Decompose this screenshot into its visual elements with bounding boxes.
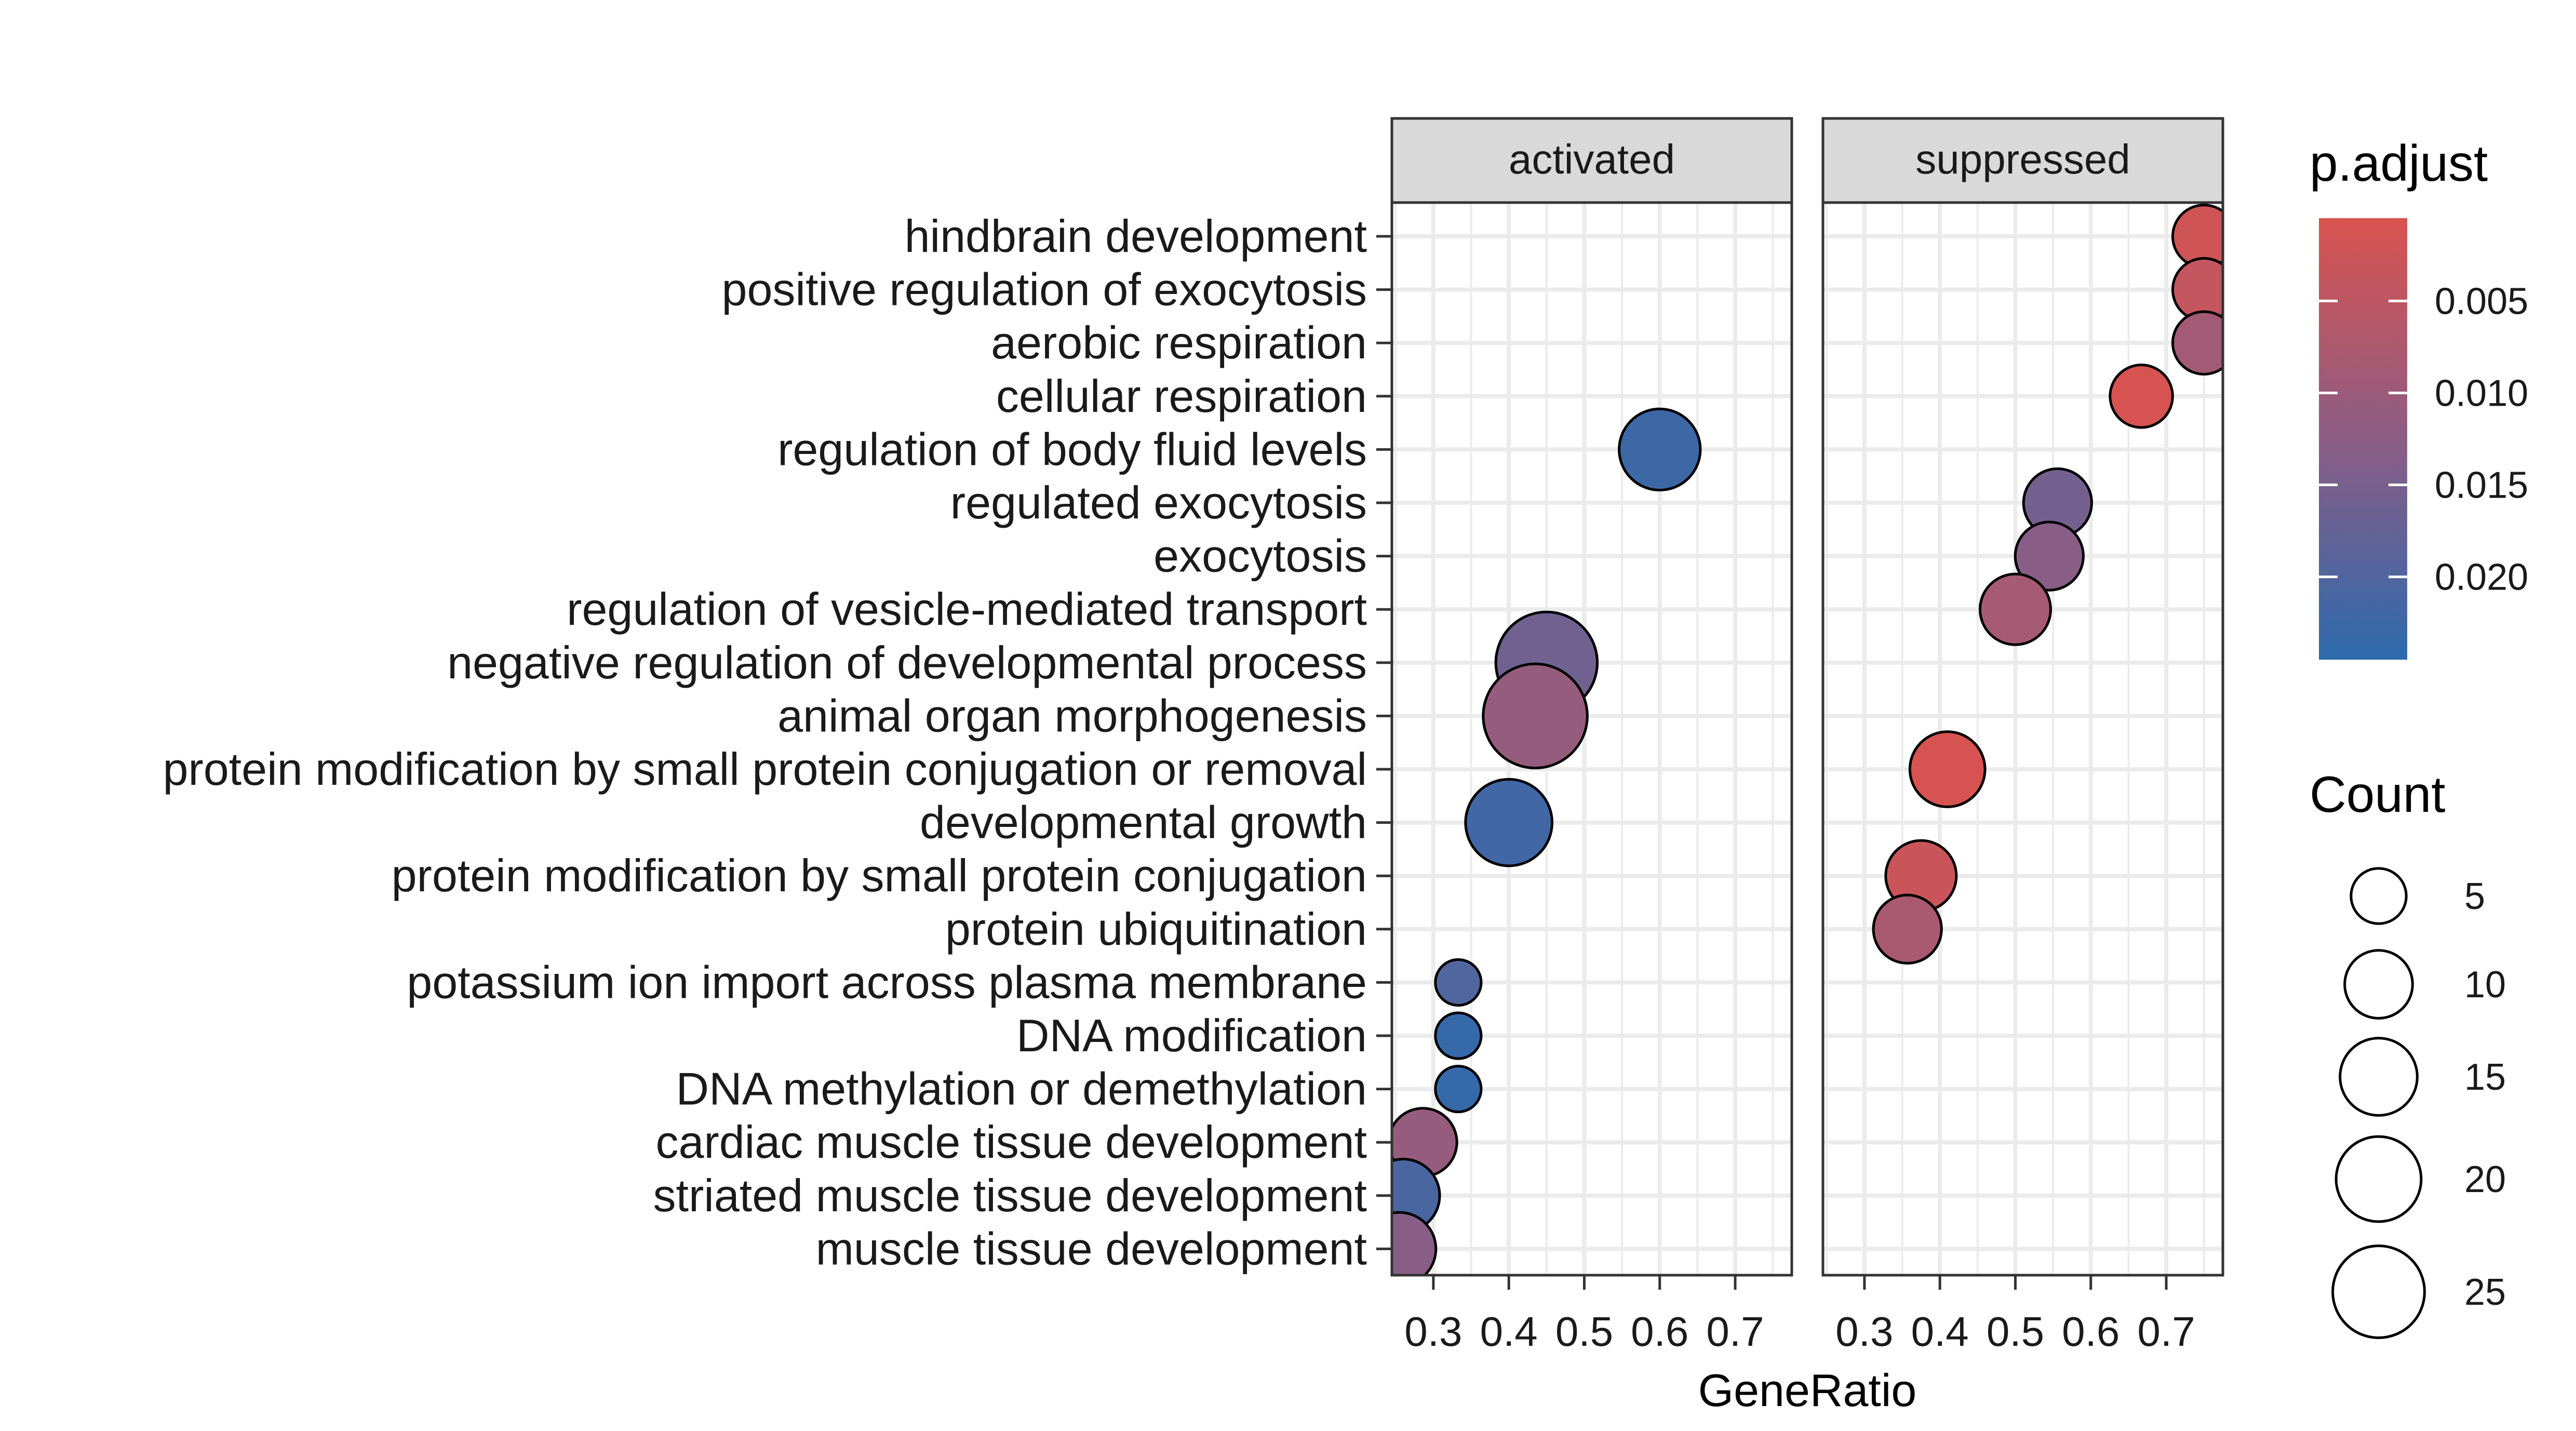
x-tick-label: 0.3: [1835, 1308, 1893, 1355]
facet-strip: [1821, 117, 2224, 204]
category-label: exocytosis: [1153, 530, 1367, 582]
data-point: [2014, 520, 2085, 592]
facet-panel-activated: activated 0.3 0.4 0.5 0.6 0.7: [1390, 117, 1793, 1355]
data-point: [1464, 778, 1554, 867]
color-legend-label: 0.020: [2435, 557, 2528, 598]
color-legend-label: 0.010: [2435, 372, 2528, 414]
category-label: protein modification by small protein co…: [163, 743, 1367, 795]
category-label: aerobic respiration: [991, 317, 1367, 368]
category-label: animal organ morphogenesis: [777, 690, 1367, 741]
data-point: [2109, 364, 2174, 429]
category-label: muscle tissue development: [816, 1223, 1367, 1274]
size-legend-label: 20: [2464, 1159, 2506, 1200]
x-tick-label: 0.3: [1404, 1308, 1462, 1355]
size-legend: Count 5 10 15 20 25: [2310, 766, 2506, 1339]
panel-border: [1821, 201, 2224, 1277]
x-tick-label: 0.4: [1911, 1308, 1969, 1355]
category-label: regulation of body fluid levels: [777, 423, 1367, 475]
data-point: [1434, 1011, 1483, 1060]
category-label: DNA methylation or demethylation: [676, 1063, 1367, 1115]
category-label: potassium ion import across plasma membr…: [407, 956, 1367, 1008]
data-point: [1618, 407, 1702, 492]
data-point: [1392, 1211, 1438, 1275]
facet-strip-label: activated: [1509, 136, 1675, 182]
x-tick-label: 0.7: [1706, 1308, 1764, 1355]
x-tick-label: 0.5: [1555, 1308, 1613, 1355]
data-point: [1872, 893, 1943, 965]
size-legend-circle: [2334, 1135, 2423, 1223]
x-tick-label: 0.6: [2062, 1308, 2119, 1355]
facet-strip-label: suppressed: [1915, 136, 2130, 182]
data-point: [1434, 1065, 1483, 1114]
color-legend-title: p.adjust: [2310, 135, 2488, 192]
size-legend-circle: [2339, 1037, 2419, 1117]
color-legend-label: 0.015: [2435, 465, 2528, 506]
color-bar: [2319, 218, 2407, 660]
facet-panel-suppressed: suppressed 0.3 0.4 0.5 0.6 0.7: [1821, 117, 2224, 1355]
x-tick-label: 0.5: [1987, 1308, 2044, 1355]
color-legend-label: 0.005: [2435, 280, 2528, 322]
category-label: hindbrain development: [905, 210, 1367, 262]
x-tick-label: 0.4: [1480, 1308, 1538, 1355]
size-legend-label: 15: [2464, 1056, 2506, 1098]
size-legend-label: 10: [2464, 964, 2506, 1006]
panel-background: [1392, 203, 1792, 1275]
x-axis-title: GeneRatio: [1698, 1365, 1917, 1416]
category-label: regulated exocytosis: [950, 477, 1367, 528]
size-legend-circle: [2350, 867, 2408, 925]
category-label: regulation of vesicle-mediated transport: [567, 583, 1367, 635]
size-legend-title: Count: [2310, 766, 2446, 823]
data-point: [1434, 958, 1483, 1007]
category-label: DNA modification: [1016, 1010, 1367, 1061]
category-label: cardiac muscle tissue development: [655, 1116, 1367, 1168]
category-label: cellular respiration: [996, 370, 1367, 422]
category-label: developmental growth: [920, 797, 1367, 848]
size-legend-label: 25: [2464, 1272, 2506, 1313]
color-legend: p.adjust 0.005 0.010 0.015 0.020: [2310, 135, 2528, 660]
category-label: negative regulation of developmental pro…: [447, 637, 1367, 688]
facet-strip: [1390, 117, 1793, 204]
facet-panels: activated 0.3 0.4 0.5 0.6 0.7 suppressed 0.3 0.4…: [1390, 117, 2224, 1355]
x-tick-label: 0.6: [1631, 1308, 1688, 1355]
x-tick-label: 0.7: [2137, 1308, 2195, 1355]
size-legend-circle: [2343, 949, 2414, 1020]
size-legend-circle: [2331, 1245, 2426, 1339]
category-label: striated muscle tissue development: [653, 1170, 1367, 1221]
data-point: [1908, 730, 1987, 808]
category-label: protein ubiquitination: [945, 903, 1367, 955]
panel-border: [1390, 201, 1793, 1277]
size-legend-label: 5: [2464, 876, 2485, 917]
data-point: [1482, 662, 1589, 770]
data-point: [2171, 310, 2223, 376]
category-label: positive regulation of exocytosis: [722, 264, 1367, 315]
data-point: [1978, 572, 2052, 646]
panel-background: [1823, 203, 2223, 1275]
category-label: protein modification by small protein co…: [392, 850, 1367, 901]
